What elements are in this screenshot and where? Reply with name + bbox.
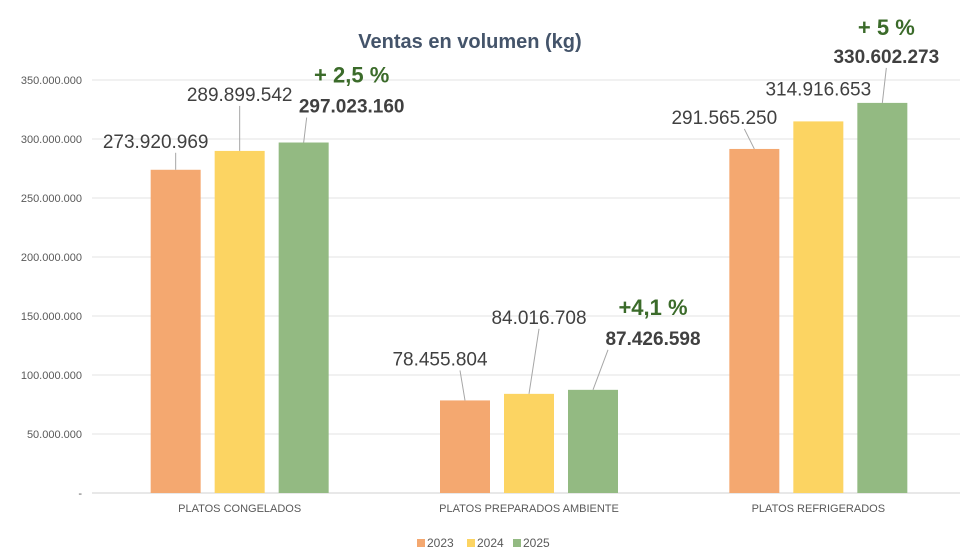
data-label: 87.426.598	[605, 329, 700, 350]
bar-2024	[504, 393, 554, 493]
data-label: 84.016.708	[491, 308, 586, 329]
legend-swatch-2023	[417, 539, 425, 547]
bar-2023	[150, 169, 201, 493]
leader-line	[881, 67, 887, 103]
legend-label: 2025	[523, 536, 550, 550]
x-category-label: PLATOS REFRIGERADOS	[752, 503, 885, 515]
x-category-label: PLATOS CONGELADOS	[178, 503, 301, 515]
bar-2025	[568, 389, 618, 493]
bar-2025	[857, 102, 908, 494]
data-label: 297.023.160	[299, 97, 405, 118]
legend-swatch-2024	[467, 539, 475, 547]
data-label: 289.899.542	[187, 85, 293, 106]
bar-2025	[278, 142, 329, 493]
legend-label: 2024	[477, 536, 504, 550]
y-tick-label: 300.000.000	[21, 134, 82, 146]
y-tick-label: 100.000.000	[21, 370, 82, 382]
growth-annotation: +4,1 %	[618, 295, 687, 320]
chart-title: Ventas en volumen (kg)	[358, 31, 581, 53]
bar-2023	[440, 400, 490, 493]
bar-2024	[793, 121, 844, 493]
data-label: 273.920.969	[103, 132, 209, 153]
x-category-label: PLATOS PREPARADOS AMBIENTE	[439, 503, 619, 515]
y-tick-label: 150.000.000	[21, 311, 82, 323]
legend-label: 2023	[427, 536, 454, 550]
y-tick-label: 50.000.000	[27, 429, 82, 441]
leader-line	[303, 117, 308, 143]
data-label: 314.916.653	[765, 79, 871, 100]
bar-2024	[214, 150, 265, 494]
y-tick-label: -	[78, 488, 82, 500]
y-tick-label: 350.000.000	[21, 75, 82, 87]
data-label: 78.455.804	[392, 349, 488, 370]
growth-annotation: + 5 %	[858, 15, 915, 40]
data-label: 330.602.273	[833, 47, 939, 68]
leader-line	[743, 128, 755, 150]
y-tick-label: 200.000.000	[21, 252, 82, 264]
leader-line	[592, 349, 609, 391]
y-tick-label: 250.000.000	[21, 193, 82, 205]
legend-swatch-2025	[513, 539, 521, 547]
leader-line	[528, 328, 540, 394]
data-label: 291.565.250	[671, 108, 777, 129]
leader-line	[459, 370, 466, 401]
growth-annotation: + 2,5 %	[314, 63, 389, 88]
bar-2023	[729, 148, 780, 493]
